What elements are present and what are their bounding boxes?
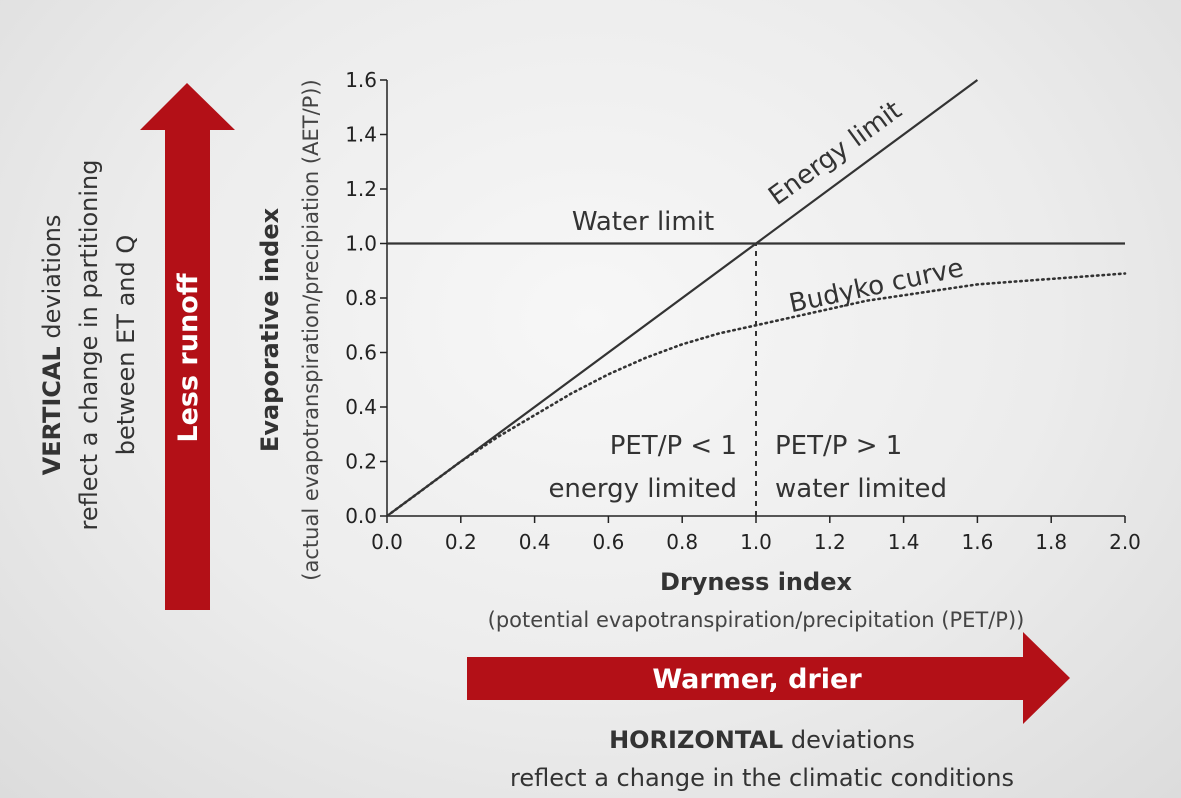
water-limit-label: Water limit xyxy=(572,207,714,237)
energy-limit-line xyxy=(386,79,979,517)
svg-text:VERTICAL deviations: VERTICAL deviations xyxy=(38,215,66,476)
x-tick-label: 2.0 xyxy=(1109,530,1141,554)
y-axis-subtitle: (actual evapotranspiration/precipiation … xyxy=(299,79,323,580)
x-tick-label: 1.4 xyxy=(888,530,920,554)
water-region-line2: water limited xyxy=(775,474,947,504)
horizontal-note-rest: deviations xyxy=(783,726,915,754)
vertical-note-rest: deviations xyxy=(38,215,66,347)
horizontal-note: HORIZONTAL deviations reflect a change i… xyxy=(510,726,1014,792)
y-tick-label: 1.6 xyxy=(345,68,377,92)
x-tick-label: 1.8 xyxy=(1035,530,1067,554)
x-tick-label: 1.2 xyxy=(814,530,846,554)
x-axis-title: Dryness index xyxy=(660,568,852,596)
vertical-arrow-shape xyxy=(140,83,235,610)
water-region-line1: PET/P > 1 xyxy=(775,431,902,461)
vertical-note: VERTICAL deviations reflect a change in … xyxy=(38,160,140,531)
y-tick-label: 0.0 xyxy=(345,504,377,528)
vertical-note-line2: reflect a change in partitioning xyxy=(75,160,103,531)
x-tick-label: 0.0 xyxy=(371,530,403,554)
vertical-note-line3: between ET and Q xyxy=(112,235,140,456)
x-tick-label: 0.8 xyxy=(666,530,698,554)
less-runoff-label: Less runoff xyxy=(173,272,204,442)
x-tick-label: 1.0 xyxy=(740,530,772,554)
x-tick-label: 1.6 xyxy=(961,530,993,554)
x-tick-label: 0.2 xyxy=(445,530,477,554)
y-tick-label: 0.4 xyxy=(345,395,377,419)
horizontal-note-bold: HORIZONTAL xyxy=(609,726,783,754)
y-ticks: 0.0 0.2 0.4 0.6 0.8 1.0 1.2 1.4 1.6 xyxy=(345,68,387,528)
vertical-note-bold: VERTICAL xyxy=(38,346,66,475)
plot-axes xyxy=(386,80,1125,517)
series-layer xyxy=(385,79,1127,518)
energy-region-line2: energy limited xyxy=(548,474,737,504)
energy-limit-label: Energy limit xyxy=(763,95,907,211)
warmer-drier-label: Warmer, drier xyxy=(652,664,862,695)
x-tick-label: 0.4 xyxy=(519,530,551,554)
svg-text:HORIZONTAL deviations: HORIZONTAL deviations xyxy=(609,726,915,754)
horizontal-note-line2: reflect a change in the climatic conditi… xyxy=(510,764,1014,792)
y-tick-label: 1.4 xyxy=(345,123,377,147)
y-tick-label: 0.6 xyxy=(345,341,377,365)
x-tick-label: 0.6 xyxy=(592,530,624,554)
y-axis-title: Evaporative index xyxy=(256,207,284,452)
budyko-curve-label: Budyko curve xyxy=(786,253,966,319)
y-tick-label: 1.0 xyxy=(345,232,377,256)
y-tick-label: 0.8 xyxy=(345,286,377,310)
x-axis-subtitle: (potential evapotranspiration/precipitat… xyxy=(488,608,1025,632)
x-ticks: 0.0 0.2 0.4 0.6 0.8 1.0 1.2 1.4 1.6 1.8 2.0 xyxy=(371,516,1141,554)
horizontal-arrow-shape xyxy=(467,632,1070,724)
less-runoff-arrow: Less runoff xyxy=(140,83,235,610)
y-tick-label: 0.2 xyxy=(345,450,377,474)
warmer-drier-arrow: Warmer, drier xyxy=(467,632,1070,724)
energy-region-line1: PET/P < 1 xyxy=(610,431,737,461)
y-tick-label: 1.2 xyxy=(345,177,377,201)
